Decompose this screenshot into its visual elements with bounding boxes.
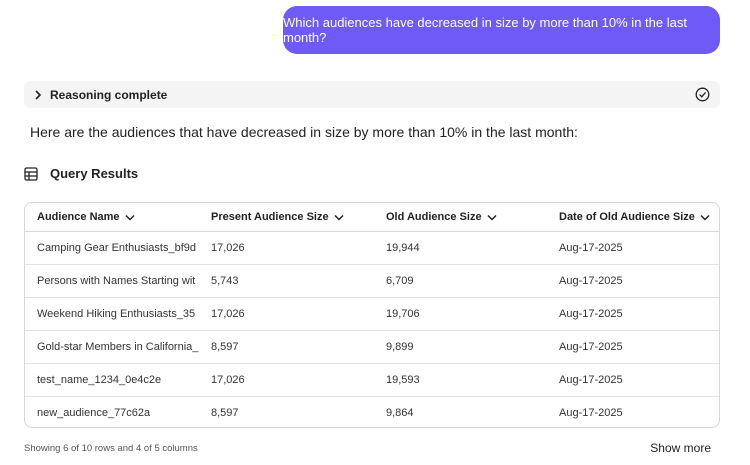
table-row: new_audience_77c62a 8,597 9,864 Aug-17-2025 bbox=[25, 397, 719, 428]
table-row: test_name_1234_0e4c2e 17,026 19,593 Aug-17-… bbox=[25, 363, 719, 397]
table: Audience Name Present Audience Size Old Au… bbox=[25, 203, 719, 428]
table-cell: 9,864 bbox=[386, 407, 414, 419]
table-row: Gold-star Members in California_ 8,597 9,8… bbox=[25, 330, 719, 364]
chevron-icon bbox=[35, 89, 42, 100]
table-cell: new_audience_77c62a bbox=[37, 407, 151, 419]
reasoning-label: Reasoning complete bbox=[50, 87, 168, 102]
column-header[interactable]: Old Audience Size bbox=[374, 203, 547, 232]
column-header-label: Old Audience Size bbox=[386, 211, 482, 223]
table-cell: 6,709 bbox=[374, 264, 547, 298]
table-cell: 19,593 bbox=[374, 363, 547, 397]
sort-chevron bbox=[700, 214, 710, 221]
table-cell: Persons with Names Starting wit bbox=[25, 264, 199, 298]
table-cell: 9,899 bbox=[374, 330, 547, 364]
table-cell: Aug-17-2025 bbox=[547, 231, 719, 265]
column-header[interactable]: Audience Name bbox=[25, 203, 199, 232]
table-cell: Camping Gear Enthusiasts_bf9d bbox=[25, 231, 199, 265]
check-icon bbox=[695, 87, 710, 102]
column-header-label: Audience Name bbox=[37, 211, 120, 223]
results-heading: Query Results bbox=[24, 166, 138, 181]
table-summary: Showing 6 of 10 rows and 4 of 5 columns bbox=[24, 443, 198, 454]
table-cell: Aug-17-2025 bbox=[547, 330, 719, 364]
results-table: Audience Name Present Audience Size Old Au… bbox=[24, 202, 720, 428]
table-cell: 17,026 bbox=[199, 363, 374, 397]
table-row: Camping Gear Enthusiasts_bf9d 17,026 19,94… bbox=[25, 231, 719, 265]
column-header-label: Present Audience Size bbox=[211, 211, 329, 223]
table-cell: 8,597 bbox=[211, 407, 239, 419]
answer-intro: Here are the audiences that have decreas… bbox=[30, 124, 578, 140]
table-icon bbox=[24, 166, 38, 181]
table-cell: 17,026 bbox=[199, 297, 374, 331]
column-header-label: Date of Old Audience Size bbox=[559, 211, 695, 223]
reasoning-toggle[interactable]: Reasoning complete bbox=[24, 81, 720, 108]
results-title: Query Results bbox=[50, 166, 139, 181]
table-body: Camping Gear Enthusiasts_bf9d 17,026 19,94… bbox=[25, 231, 719, 428]
show-more-button[interactable]: Show more bbox=[650, 441, 711, 455]
sort-chevron bbox=[125, 214, 135, 221]
table-cell: Aug-17-2025 bbox=[547, 363, 719, 397]
column-header[interactable]: Present Audience Size bbox=[199, 203, 374, 232]
table-row: Weekend Hiking Enthusiasts_35 17,026 19,70… bbox=[25, 297, 719, 331]
table-cell: 17,026 bbox=[199, 231, 374, 265]
table-cell: test_name_1234_0e4c2e bbox=[25, 363, 199, 397]
table-cell: 8,597 bbox=[199, 330, 374, 364]
user-message: Which audiences have decreased in size b… bbox=[283, 6, 720, 54]
table-cell: Aug-17-2025 bbox=[559, 407, 623, 419]
sort-chevron bbox=[487, 214, 497, 221]
table-cell: 5,743 bbox=[199, 264, 374, 298]
table-cell: Aug-17-2025 bbox=[547, 264, 719, 298]
sort-chevron bbox=[334, 214, 344, 221]
table-cell: Aug-17-2025 bbox=[547, 297, 719, 331]
table-cell: Weekend Hiking Enthusiasts_35 bbox=[25, 297, 199, 331]
table-cell: Gold-star Members in California_ bbox=[25, 330, 199, 364]
table-cell: 19,706 bbox=[374, 297, 547, 331]
table-row: Persons with Names Starting wit 5,743 6,70… bbox=[25, 264, 719, 298]
table-cell: 19,944 bbox=[374, 231, 547, 265]
column-header[interactable]: Date of Old Audience Size bbox=[547, 203, 719, 232]
header-row: Audience Name Present Audience Size Old Au… bbox=[25, 203, 719, 232]
